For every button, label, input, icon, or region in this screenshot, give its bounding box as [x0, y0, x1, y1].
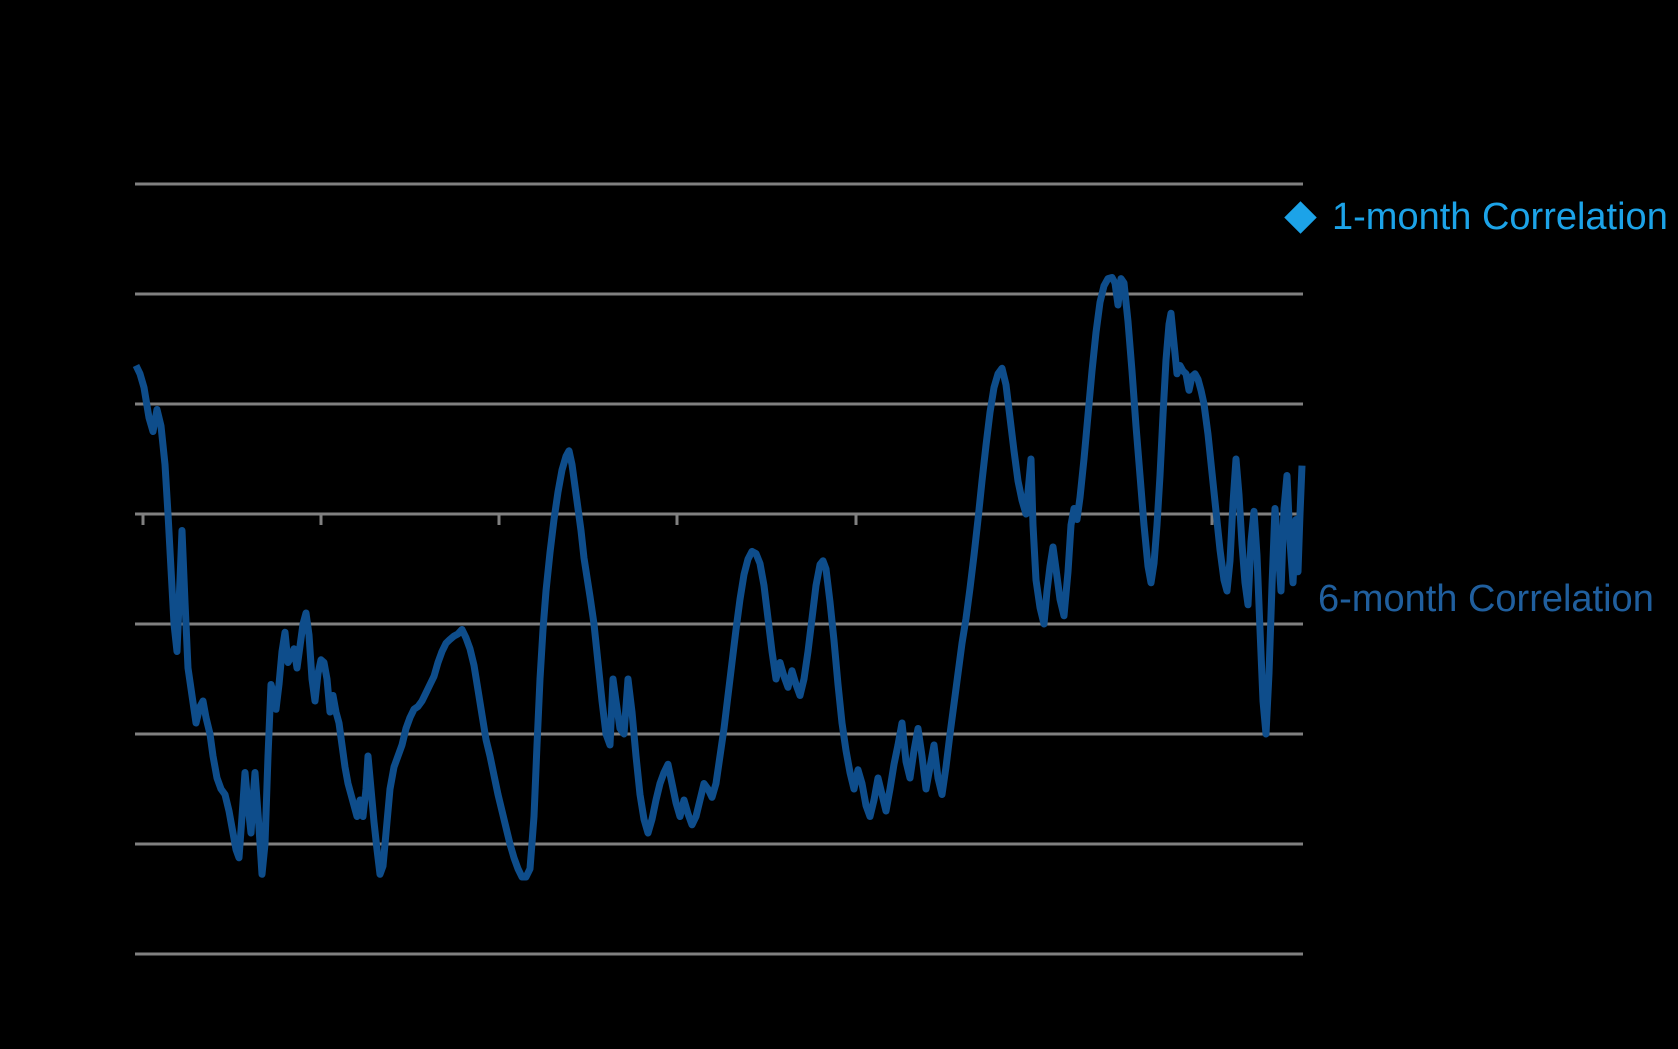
gridlines — [135, 182, 1303, 956]
six-month-series-line — [132, 274, 1306, 881]
legend-label-one-month: 1-month Correlation — [1332, 196, 1668, 238]
legend-label-six-month: 6-month Correlation — [1318, 578, 1654, 620]
x-axis-ticks — [141, 514, 1214, 525]
